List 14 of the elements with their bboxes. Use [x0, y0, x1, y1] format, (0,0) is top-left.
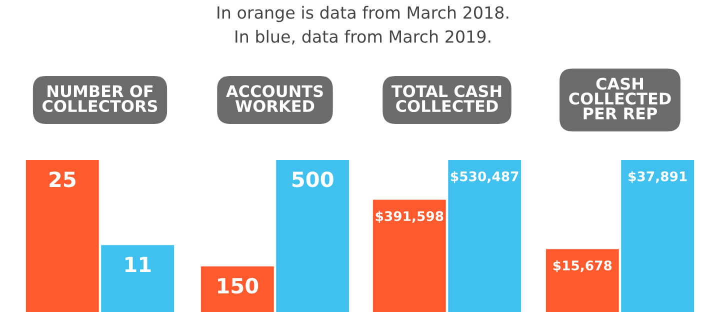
text: In orange is data from March 2018. — [218, 6, 508, 22]
chart-title: CASH COLLECTED PER REP — [569, 78, 671, 120]
chart-title: NUMBER OF COLLECTORS — [42, 85, 158, 112]
data-label: $37,891 — [628, 171, 687, 184]
data-label: $530,487 — [450, 171, 518, 184]
chart-title: ACCOUNTS WORKED — [226, 85, 323, 112]
data-label: 150 — [218, 278, 258, 294]
data-label: 11 — [125, 256, 151, 272]
chart-title: TOTAL CASH COLLECTED — [391, 85, 502, 112]
data-label: $391,598 — [376, 210, 444, 223]
text: In blue, data from March 2019. — [236, 30, 490, 45]
data-label: $15,678 — [553, 260, 612, 272]
data-label: 500 — [292, 171, 334, 188]
data-label: 25 — [50, 171, 76, 188]
